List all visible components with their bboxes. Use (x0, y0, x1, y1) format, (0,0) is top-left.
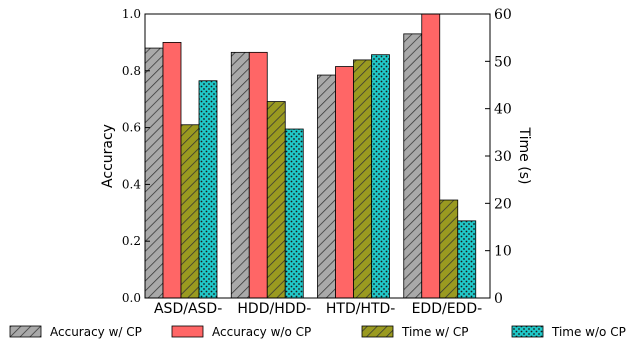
bar-time-w-cp-3 (439, 199, 459, 299)
right-tick-label: 50 (494, 54, 512, 70)
right-tick-label: 20 (494, 196, 512, 212)
legend-swatch (361, 325, 394, 338)
bar-accuracy-w-cp-1 (230, 51, 250, 299)
legend-label: Time w/ CP (401, 325, 468, 339)
right-axis-ticks: 0 10 20 30 40 50 60 (485, 7, 512, 307)
left-axis-ticks: 0.0 0.2 0.4 0.6 0.8 1.0 (122, 7, 150, 305)
legend-label: Time w/o CP (551, 325, 626, 339)
bar-accuracy-w-cp-0 (144, 47, 164, 299)
x-tick-label: HTD/HTD- (326, 301, 396, 317)
legend-swatch (511, 325, 544, 338)
bars-layer (144, 13, 477, 299)
x-tick-label: EDD/EDD- (412, 301, 483, 317)
bar-time-w-cp-1 (266, 101, 286, 299)
legend-label: Accuracy w/o CP (212, 325, 311, 339)
bar-time-w-cp-0 (180, 124, 200, 299)
right-tick-label: 0 (494, 291, 503, 307)
right-tick-label: 10 (494, 244, 512, 260)
bar-accuracy-w-o-cp-2 (335, 66, 354, 299)
left-tick-label: 0.0 (122, 291, 141, 305)
legend-swatch (171, 325, 204, 338)
left-tick-label: 0.6 (122, 121, 141, 135)
x-tick-label: HDD/HDD- (237, 301, 311, 317)
bar-accuracy-w-o-cp-1 (248, 51, 268, 299)
bar-time-w-cp-2 (353, 59, 372, 299)
legend-swatch (9, 325, 42, 338)
left-tick-label: 0.4 (122, 177, 141, 191)
x-axis-ticks: ASD/ASD- HDD/HDD- HTD/HTD- EDD/EDD- (154, 301, 482, 317)
bar-accuracy-w-o-cp-3 (421, 13, 441, 299)
bar-time-w-o-cp-1 (284, 128, 304, 299)
y-axis-label-right: Time (s) (516, 127, 532, 185)
left-tick-label: 0.2 (122, 234, 141, 248)
x-tick-label: ASD/ASD- (154, 301, 222, 317)
legend: Accuracy w/ CP Accuracy w/o CP Time w/ CP T… (9, 325, 626, 339)
bar-time-w-o-cp-2 (371, 54, 390, 299)
right-tick-label: 60 (494, 7, 512, 23)
y-axis-label: Accuracy (100, 124, 116, 188)
bar-accuracy-w-cp-2 (317, 74, 336, 299)
bar-time-w-o-cp-0 (198, 80, 218, 299)
bar-time-w-o-cp-3 (457, 220, 477, 299)
right-tick-label: 40 (494, 102, 512, 118)
bar-accuracy-w-o-cp-0 (162, 42, 182, 299)
bar-accuracy-w-cp-3 (403, 33, 423, 299)
left-tick-label: 0.8 (122, 64, 141, 78)
right-tick-label: 30 (494, 149, 512, 165)
legend-label: Accuracy w/ CP (50, 325, 142, 339)
left-tick-label: 1.0 (122, 7, 141, 21)
